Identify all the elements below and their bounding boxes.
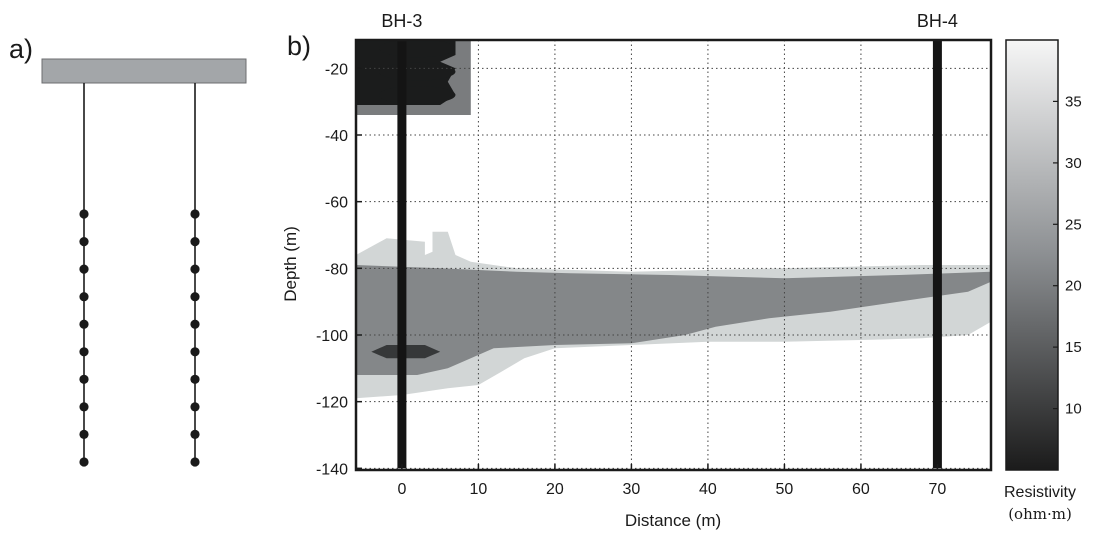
electrode-dot bbox=[190, 402, 200, 412]
electrode-dot bbox=[190, 264, 200, 274]
anomaly-lobe bbox=[378, 62, 456, 81]
x-ticks: 0 10 20 30 40 50 60 70 bbox=[397, 464, 946, 498]
surface-block bbox=[41, 58, 247, 84]
electrode-dot bbox=[79, 429, 89, 439]
y-tick-label: -80 bbox=[325, 261, 348, 278]
electrode-dot bbox=[79, 374, 89, 384]
colorbar-unit: (ohm·m) bbox=[1008, 505, 1072, 523]
electrode-dot bbox=[190, 457, 200, 467]
electrode-dot bbox=[190, 347, 200, 357]
colorbar-tick-label: 25 bbox=[1065, 216, 1082, 233]
plot-frame bbox=[354, 38, 993, 472]
colorbar-tick-label: 35 bbox=[1065, 93, 1082, 110]
electrode-dot bbox=[190, 209, 200, 219]
x-tick-label: 60 bbox=[852, 481, 870, 498]
electrode-dot bbox=[79, 209, 89, 219]
electrode-dot bbox=[79, 292, 89, 302]
x-tick-label: 10 bbox=[470, 481, 488, 498]
panel-a-boreholes bbox=[79, 83, 200, 467]
x-tick-label: 50 bbox=[776, 481, 794, 498]
electrode-dot bbox=[79, 347, 89, 357]
colorbar-tick-label: 20 bbox=[1065, 278, 1082, 295]
y-tick-label: -20 bbox=[325, 61, 348, 78]
y-tick-label: -100 bbox=[316, 328, 348, 345]
x-tick-label: 70 bbox=[929, 481, 947, 498]
y-axis-label: Depth (m) bbox=[281, 226, 300, 302]
colorbar-ticks: 10 15 20 25 30 35 bbox=[1053, 93, 1082, 418]
borehole-label-bh-3: BH-3 bbox=[381, 11, 422, 31]
electrode-dot bbox=[79, 237, 89, 247]
y-tick-label: -140 bbox=[316, 461, 348, 478]
borehole-label-bh-4: BH-4 bbox=[917, 11, 958, 31]
y-tick-label: -40 bbox=[325, 128, 348, 145]
electrode-dot bbox=[190, 319, 200, 329]
x-axis-label: Distance (m) bbox=[625, 511, 721, 530]
electrode-dot bbox=[79, 264, 89, 274]
borehole-bh-4 bbox=[932, 40, 942, 469]
colorbar-tick-label: 10 bbox=[1065, 401, 1082, 418]
colorbar-label: Resistivity bbox=[1004, 484, 1076, 501]
colorbar-tick-label: 15 bbox=[1065, 339, 1082, 356]
x-tick-label: 30 bbox=[623, 481, 641, 498]
borehole-bars: BH-3 BH-4 bbox=[381, 11, 958, 469]
electrode-dot bbox=[190, 237, 200, 247]
y-ticks: -20 -40 -60 -80 -100 -120 -140 bbox=[316, 61, 362, 478]
x-tick-label: 0 bbox=[397, 481, 406, 498]
colorbar bbox=[1005, 39, 1059, 471]
electrode-dot bbox=[190, 429, 200, 439]
electrode-dot bbox=[79, 319, 89, 329]
electrode-dot bbox=[79, 457, 89, 467]
resistivity-zone-22 bbox=[356, 265, 991, 375]
colorbar-tick-label: 30 bbox=[1065, 155, 1082, 172]
y-tick-label: -60 bbox=[325, 195, 348, 212]
panel-b-label: b) bbox=[287, 31, 311, 61]
anomaly-lobe bbox=[378, 86, 456, 104]
x-tick-label: 20 bbox=[546, 481, 564, 498]
electrode-dot bbox=[79, 402, 89, 412]
x-tick-label: 40 bbox=[699, 481, 717, 498]
borehole-bh-3 bbox=[397, 40, 407, 469]
resistivity-zones bbox=[356, 40, 991, 399]
electrode-dot bbox=[190, 374, 200, 384]
panel-a-label: a) bbox=[9, 34, 33, 64]
electrode-dot bbox=[190, 292, 200, 302]
y-tick-label: -120 bbox=[316, 395, 348, 412]
anomaly-lobe bbox=[378, 40, 456, 58]
